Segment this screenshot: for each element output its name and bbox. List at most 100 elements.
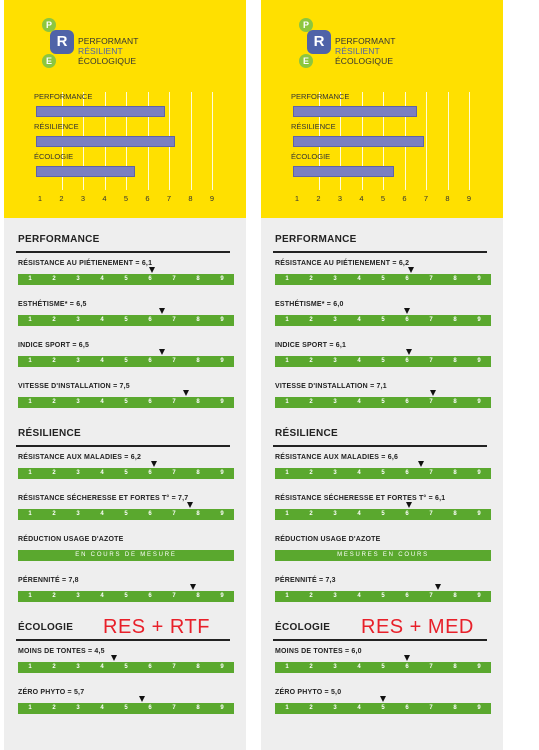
- rating-scale: 1 2 3 4 5 6 7 8 9: [18, 703, 234, 714]
- scale-number: 9: [220, 705, 224, 711]
- scale-number: 1: [28, 317, 32, 323]
- x-tick-label: 1: [294, 194, 300, 203]
- scale-number: 7: [429, 705, 433, 711]
- scale-number: 7: [172, 399, 176, 405]
- scale-number: 3: [76, 276, 80, 282]
- score-marker-icon: [408, 267, 415, 273]
- score-marker-icon: [158, 349, 165, 355]
- scale-number: 2: [309, 470, 313, 476]
- logo-letter-e: E: [299, 54, 313, 68]
- scale-number: 8: [196, 705, 200, 711]
- scale-number: 1: [28, 358, 32, 364]
- scale-number: 5: [381, 317, 385, 323]
- score-marker-icon: [187, 502, 194, 508]
- scale-number: 9: [477, 358, 481, 364]
- scale-number: 1: [28, 399, 32, 405]
- scale-number: 4: [100, 276, 104, 282]
- scale-number: 5: [124, 358, 128, 364]
- scale-number: 9: [220, 358, 224, 364]
- scale-number: 1: [285, 399, 289, 405]
- score-marker-icon: [434, 584, 441, 590]
- scale-number: 3: [76, 593, 80, 599]
- scale-number: 6: [405, 511, 409, 517]
- scale-number: 7: [429, 317, 433, 323]
- scale-number: 5: [124, 705, 128, 711]
- scale-number: 4: [357, 593, 361, 599]
- scale-number: 5: [124, 470, 128, 476]
- x-tick-label: 3: [80, 194, 86, 203]
- scale-number: 9: [477, 470, 481, 476]
- score-marker-icon: [405, 349, 412, 355]
- scale-number: 1: [28, 593, 32, 599]
- scale-number: 8: [453, 470, 457, 476]
- scale-number: 7: [172, 705, 176, 711]
- scale-number: 1: [285, 593, 289, 599]
- brand-line3: ÉCOLOGIQUE: [335, 56, 394, 66]
- gridline: [190, 92, 192, 190]
- score-marker-icon: [151, 461, 158, 467]
- scale-number: 4: [100, 511, 104, 517]
- scale-number: 5: [124, 276, 128, 282]
- scale-number: 7: [429, 399, 433, 405]
- scale-number: 5: [381, 399, 385, 405]
- scale-number: 2: [309, 317, 313, 323]
- bar: [293, 166, 394, 177]
- rating-scale: 1 2 3 4 5 6 7 8 9: [275, 397, 491, 408]
- x-tick-label: 7: [166, 194, 172, 203]
- scale-number: 5: [381, 705, 385, 711]
- rating-scale: 1 2 3 4 5 6 7 8 9: [275, 356, 491, 367]
- rating-scale: 1 2 3 4 5 6 7 8 9: [18, 274, 234, 285]
- scale-number: 4: [357, 399, 361, 405]
- criterion-label: RÉSISTANCE SÉCHERESSE ET FORTES T° = 6,1: [275, 495, 446, 502]
- criterion-label: RÉSISTANCE AU PIÉTIENEMENT = 6,2: [275, 260, 410, 267]
- scale-number: 3: [76, 664, 80, 670]
- brand-text: PERFORMANT RÉSILIENT ÉCOLOGIQUE: [78, 36, 139, 66]
- scale-number: 1: [28, 276, 32, 282]
- scale-number: 8: [453, 511, 457, 517]
- scale-number: 3: [333, 664, 337, 670]
- summary-bar-chart: 1 2 3 4 5 6 7 8 9 PERFORMANCE RÉSILIENCE ÉCOLOGIE: [291, 92, 481, 210]
- x-tick-label: 2: [316, 194, 321, 203]
- scale-number: 3: [333, 511, 337, 517]
- bar: [293, 136, 424, 147]
- scale-number: 6: [148, 664, 152, 670]
- criterion-label: MOINS DE TONTES = 4,5: [18, 648, 105, 655]
- scale-number: 4: [100, 705, 104, 711]
- scale-number: 6: [405, 593, 409, 599]
- scale-number: 9: [220, 317, 224, 323]
- scale-number: 1: [285, 470, 289, 476]
- scale-number: 5: [124, 511, 128, 517]
- scale-number: 9: [477, 593, 481, 599]
- criterion-label: ESTHÉTISME* = 6,0: [275, 301, 344, 308]
- scale-number: 4: [357, 276, 361, 282]
- criterion-label: RÉSISTANCE AU PIÉTIENEMENT = 6,1: [18, 260, 153, 267]
- scale-number: 3: [76, 358, 80, 364]
- scale-number: 1: [285, 664, 289, 670]
- scale-number: 6: [405, 470, 409, 476]
- scale-number: 5: [381, 470, 385, 476]
- header-panel: P R E PERFORMANT RÉSILIENT ÉCOLOGIQUE 1 2 3 4 5 6 7 8…: [261, 0, 503, 218]
- scale-number: 7: [172, 664, 176, 670]
- x-tick-label: 5: [380, 194, 386, 203]
- scale-number: 5: [124, 593, 128, 599]
- criterion-label: RÉSISTANCE SÉCHERESSE ET FORTES T° = 7,7: [18, 495, 189, 502]
- scale-number: 9: [220, 470, 224, 476]
- scale-number: 8: [196, 593, 200, 599]
- scale-number: 9: [477, 511, 481, 517]
- gridline: [447, 92, 449, 190]
- score-marker-icon: [405, 502, 412, 508]
- scale-number: 6: [148, 317, 152, 323]
- rating-scale: 1 2 3 4 5 6 7 8 9: [18, 662, 234, 673]
- scale-number: 1: [28, 705, 32, 711]
- logo-letter-r: R: [307, 30, 331, 54]
- rating-scale: 1 2 3 4 5 6 7 8 9: [275, 274, 491, 285]
- x-tick-label: 9: [466, 194, 472, 203]
- criterion-label: RÉDUCTION USAGE D'AZOTE: [18, 536, 124, 543]
- section-title: ÉCOLOGIE: [275, 622, 331, 633]
- scale-number: 4: [357, 317, 361, 323]
- logo-letter-r: R: [50, 30, 74, 54]
- scale-number: 2: [309, 511, 313, 517]
- brand-line1: PERFORMANT: [335, 36, 396, 46]
- score-marker-icon: [403, 655, 410, 661]
